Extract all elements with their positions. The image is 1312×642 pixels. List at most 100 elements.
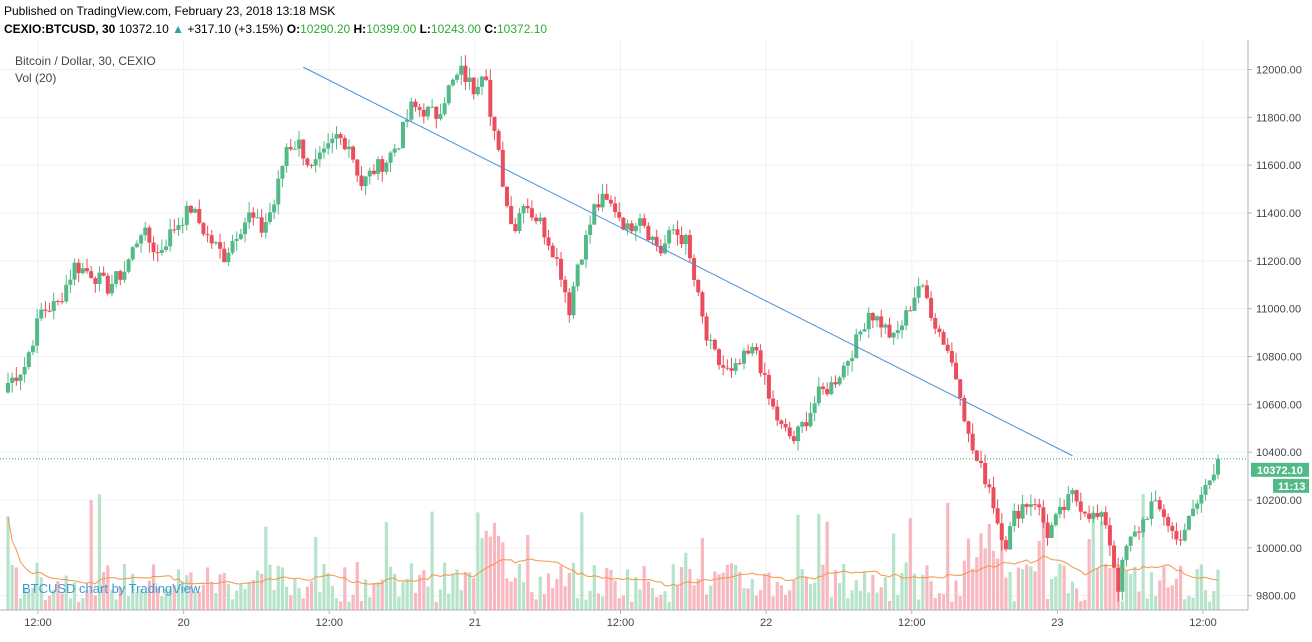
candle-body (201, 223, 206, 235)
volume-bar (1091, 511, 1095, 610)
candle-body (858, 331, 863, 335)
volume-bar (996, 558, 1000, 610)
candle-body (629, 223, 634, 232)
volume-bar (1008, 571, 1012, 610)
volume-bar (617, 598, 621, 610)
candle-body (6, 382, 10, 393)
volume-bar (388, 566, 393, 610)
watermark-link[interactable]: BTCUSD chart by TradingView (22, 581, 201, 596)
price-axis-bg (1248, 40, 1312, 637)
price-chart-svg[interactable]: 9800.00 10000.00 10200.00 10400.00 10600.00 1… (0, 40, 1312, 637)
candle-body (488, 79, 493, 117)
volume-bar (164, 588, 168, 610)
x-tick-label: 23 (1051, 617, 1063, 629)
volume-bar (950, 601, 954, 610)
volume-bar (376, 582, 380, 610)
volume-bar (222, 572, 226, 610)
x-tick-label: 20 (178, 617, 190, 629)
candle-body (962, 397, 967, 422)
volume-bar (1187, 595, 1191, 610)
low-value: 10243.00 (430, 22, 481, 36)
candle-body (64, 284, 69, 302)
volume-bar (463, 571, 467, 610)
volume-bar (713, 571, 717, 610)
volume-bar (638, 589, 642, 610)
volume-bar (1020, 569, 1025, 610)
candle-body (712, 339, 717, 350)
candle-body (234, 239, 239, 241)
candle-body (978, 460, 983, 463)
volume-bar (813, 582, 817, 610)
candle-body (638, 218, 643, 226)
volume-bar (842, 563, 846, 610)
volume-bar (526, 534, 530, 610)
candle-body (259, 217, 264, 233)
volume-bar (309, 581, 314, 610)
y-tick-label: 12000.00 (1256, 65, 1302, 77)
candle-body (534, 217, 539, 222)
candle-body (675, 229, 680, 236)
volume-bar (742, 588, 746, 610)
candle-body (1070, 490, 1075, 495)
volume-bar (72, 582, 77, 610)
candle-body (1020, 504, 1025, 519)
candle-body (1087, 513, 1092, 519)
chart-area[interactable]: 9800.00 10000.00 10200.00 10400.00 10600.00 1… (0, 40, 1312, 637)
candle-body (866, 312, 871, 330)
volume-bar (1208, 601, 1212, 610)
volume-bar (10, 565, 14, 610)
symbol-ohlc-bar: CEXIO:BTCUSD, 30 10372.10 ▲ +317.10 (+3.… (4, 22, 547, 36)
candle-body (658, 245, 663, 254)
volume-bar (941, 594, 946, 610)
candle-body (542, 217, 547, 238)
candle-body (958, 379, 963, 398)
volume-bar (226, 583, 230, 610)
volume-bar (1112, 550, 1116, 610)
candle-body (317, 152, 322, 160)
candle-body (446, 85, 451, 104)
candle-body (509, 205, 514, 225)
trendline (302, 66, 1073, 457)
candle-body (455, 74, 460, 80)
volume-bar (1066, 593, 1070, 610)
candle-body (346, 146, 351, 150)
volume-bar (1124, 571, 1129, 610)
volume-bar (1133, 566, 1137, 610)
volume-bar (917, 599, 921, 610)
volume-bar (854, 580, 858, 610)
up-arrow-icon: ▲ (172, 22, 184, 36)
volume-bar (35, 562, 39, 610)
candle-body (1049, 524, 1054, 538)
volume-bar (314, 536, 318, 610)
candle-body (76, 262, 81, 274)
volume-bar (297, 588, 301, 610)
candle-body (1132, 531, 1137, 537)
volume-bar (442, 562, 447, 610)
candle-body (288, 147, 293, 150)
candle-body (405, 119, 410, 122)
candle-body (970, 433, 975, 451)
volume-bar (621, 595, 625, 610)
candle-body (1057, 506, 1062, 515)
x-tick-label: 21 (469, 617, 481, 629)
candle-body (309, 165, 314, 167)
x-tick-label: 12:00 (607, 617, 635, 629)
candle-body (829, 382, 834, 395)
candle-body (118, 271, 123, 280)
candle-body (1207, 480, 1212, 485)
candle-body (168, 229, 173, 247)
volume-bar (418, 575, 422, 610)
candle-body (662, 243, 667, 254)
volume-bar (131, 573, 135, 610)
candle-body (683, 235, 688, 245)
volume-bar (93, 595, 97, 610)
candle-body (812, 403, 817, 413)
volume-bar (272, 589, 276, 610)
volume-bar (900, 572, 904, 610)
volume-bar (372, 583, 376, 610)
candle-body (480, 76, 485, 87)
candle-body (679, 235, 684, 245)
candle-body (1107, 525, 1112, 546)
candle-body (924, 285, 929, 298)
y-tick-label: 11000.00 (1256, 304, 1301, 316)
